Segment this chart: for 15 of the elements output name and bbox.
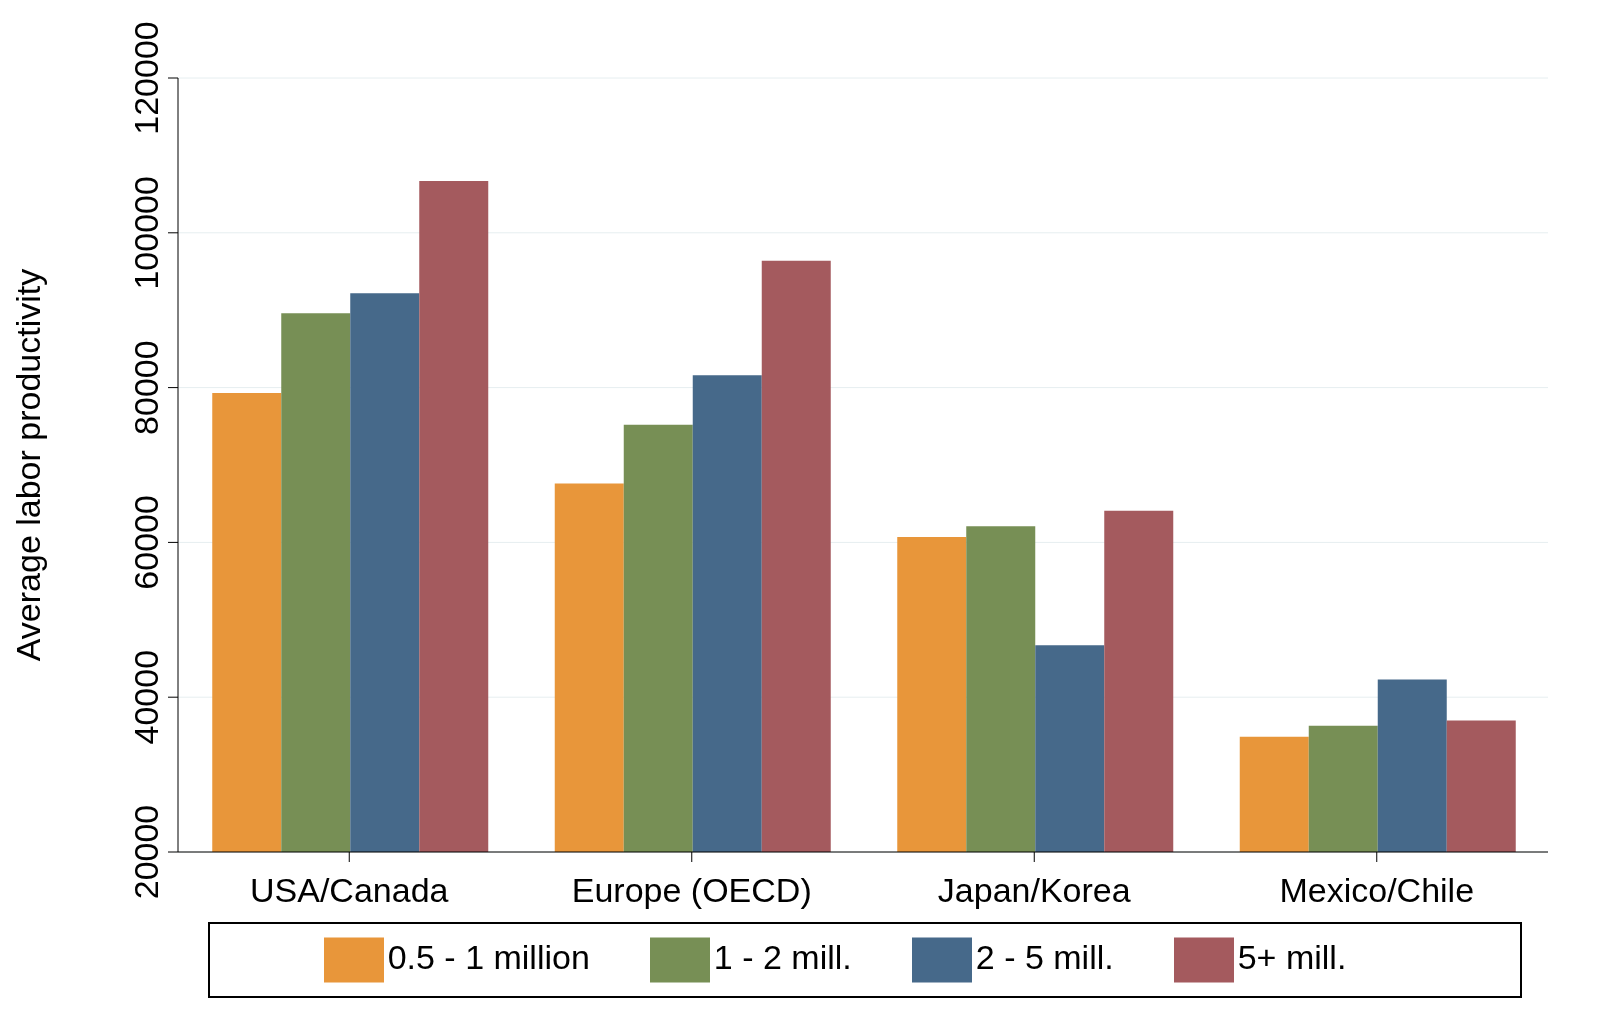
legend-label: 1 - 2 mill. xyxy=(713,937,852,976)
legend-label: 5+ mill. xyxy=(1237,937,1347,976)
x-tick-label: Japan/Korea xyxy=(937,871,1131,910)
y-tick-label: 40000 xyxy=(127,649,165,745)
y-axis-title: Average labor productivity xyxy=(9,268,48,662)
x-tick-label: USA/Canada xyxy=(250,871,449,910)
legend-label: 0.5 - 1 million xyxy=(387,937,590,976)
x-tick-label: Europe (OECD) xyxy=(571,871,812,910)
x-tick-label: Mexico/Chile xyxy=(1279,871,1475,910)
y-tick-label: 60000 xyxy=(127,495,165,590)
y-tick-label: 100000 xyxy=(127,176,165,290)
y-tick-label: 80000 xyxy=(127,340,165,435)
y-tick-label: 120000 xyxy=(127,21,165,135)
y-tick-label: 20000 xyxy=(127,804,165,900)
legend-label: 2 - 5 mill. xyxy=(975,937,1114,976)
